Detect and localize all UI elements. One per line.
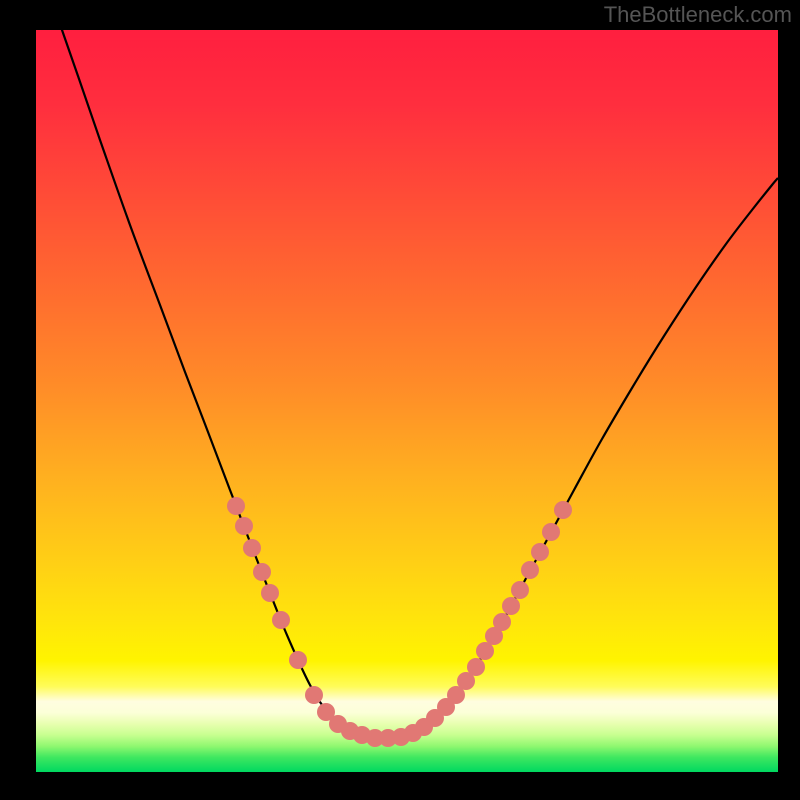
marker-dot xyxy=(476,642,494,660)
marker-dot xyxy=(235,517,253,535)
marker-dot xyxy=(521,561,539,579)
marker-dot xyxy=(542,523,560,541)
marker-dot xyxy=(261,584,279,602)
marker-dot xyxy=(554,501,572,519)
marker-dot xyxy=(253,563,271,581)
marker-dot xyxy=(531,543,549,561)
marker-dot xyxy=(467,658,485,676)
marker-dot xyxy=(493,613,511,631)
marker-dot xyxy=(305,686,323,704)
marker-dot xyxy=(502,597,520,615)
plot-area xyxy=(36,30,778,772)
marker-dot xyxy=(511,581,529,599)
chart-svg xyxy=(36,30,778,772)
gradient-background xyxy=(36,30,778,772)
marker-dot xyxy=(272,611,290,629)
marker-dot xyxy=(243,539,261,557)
marker-dot xyxy=(227,497,245,515)
watermark-text: TheBottleneck.com xyxy=(604,2,792,28)
marker-dot xyxy=(289,651,307,669)
